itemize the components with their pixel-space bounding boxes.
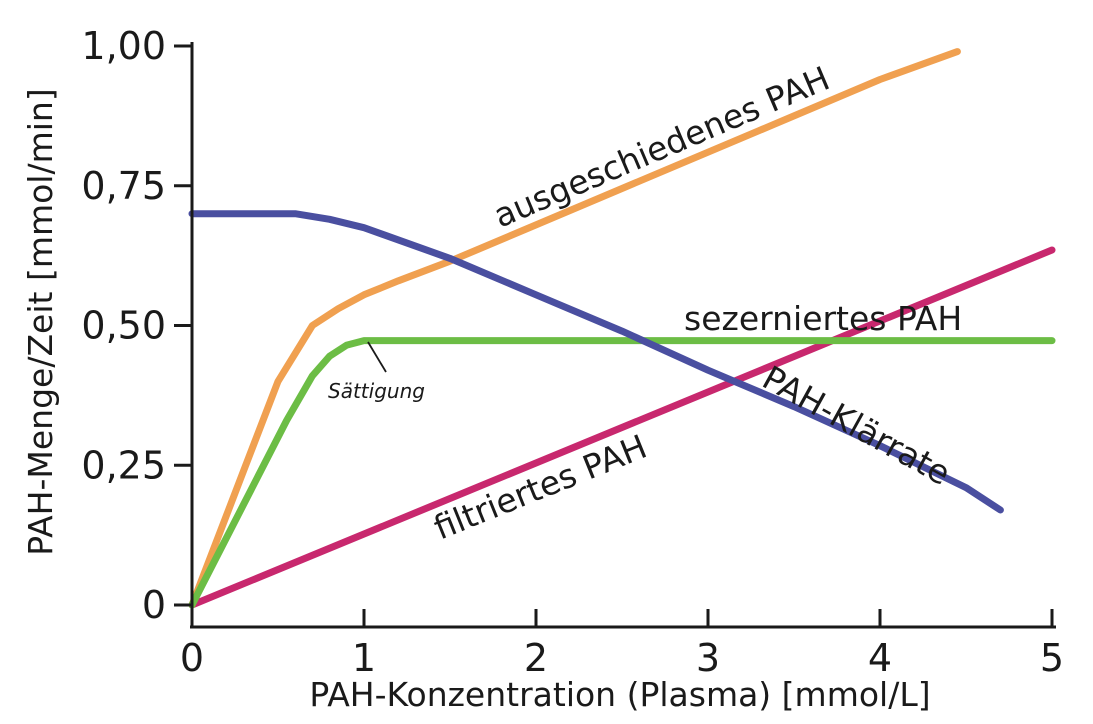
series-label-sezerniertes-pah: sezerniertes PAH bbox=[684, 299, 962, 338]
x-tick-label: 1 bbox=[352, 636, 376, 680]
y-tick-label: 1,00 bbox=[81, 24, 166, 68]
series-label-ausgeschiedenes-pah: ausgeschiedenes PAH bbox=[488, 59, 835, 236]
tick-layer: 0 0,25 0,50 0,75 1,00 0 1 2 3 4 5 bbox=[81, 24, 1064, 680]
series-line-ausgeschieden bbox=[188, 48, 961, 609]
x-tick-label: 3 bbox=[696, 636, 720, 680]
series-layer bbox=[188, 48, 1056, 609]
series-line-filtriert bbox=[188, 246, 1056, 609]
axes-layer bbox=[190, 42, 1056, 629]
series-line-klaerrate bbox=[188, 210, 1004, 514]
y-tick-label: 0 bbox=[142, 583, 166, 627]
x-tick-label: 0 bbox=[180, 636, 204, 680]
series-label-filtriertes-pah: filtriertes PAH bbox=[428, 427, 652, 548]
annotation-saettigung: Sättigung bbox=[328, 379, 425, 403]
y-tick-label: 0,75 bbox=[81, 164, 166, 208]
y-tick-label: 0,25 bbox=[81, 443, 166, 487]
annotation-leader-line bbox=[367, 341, 387, 373]
y-axis-title: PAH-Menge/Zeit [mmol/min] bbox=[21, 88, 60, 555]
series-label-pah-klaerrate: PAH-Klärrate bbox=[756, 358, 957, 493]
x-tick-label: 2 bbox=[524, 636, 548, 680]
x-tick-label: 5 bbox=[1040, 636, 1064, 680]
x-axis-title: PAH-Konzentration (Plasma) [mmol/L] bbox=[309, 675, 930, 714]
y-tick-label: 0,50 bbox=[81, 304, 166, 348]
x-tick-label: 4 bbox=[868, 636, 892, 680]
series-line-sezerniert bbox=[188, 337, 1056, 609]
